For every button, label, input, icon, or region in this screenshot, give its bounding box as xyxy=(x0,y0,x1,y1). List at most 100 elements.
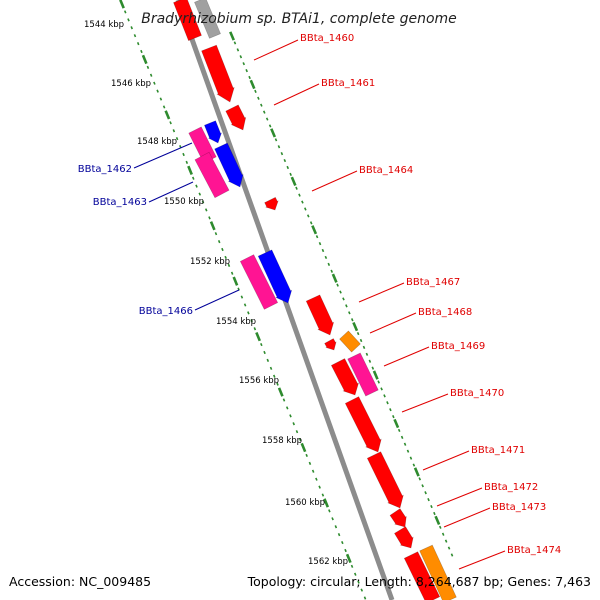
major-tick xyxy=(255,331,261,342)
minor-tick xyxy=(341,540,344,545)
minor-tick xyxy=(242,62,246,66)
minor-tick xyxy=(337,533,341,537)
gene-blue-a xyxy=(204,120,222,144)
minor-tick xyxy=(298,193,301,197)
minor-tick xyxy=(201,200,205,204)
minor-tick xyxy=(289,172,292,177)
minor-tick xyxy=(295,186,298,190)
minor-tick xyxy=(418,477,422,481)
minor-tick xyxy=(276,382,279,386)
major-tick xyxy=(345,553,352,564)
gene-blue-b xyxy=(257,249,293,304)
gene-label-bbta-1463: BBta_1463 xyxy=(93,197,147,208)
minor-tick xyxy=(221,247,224,252)
minor-tick xyxy=(266,358,270,362)
label-leader-line xyxy=(273,83,320,106)
minor-tick xyxy=(397,428,401,433)
minor-tick xyxy=(403,442,407,446)
minor-tick xyxy=(450,553,454,557)
gene-bbta-1472 xyxy=(366,451,404,509)
minor-tick xyxy=(239,55,243,59)
major-tick xyxy=(209,221,216,231)
major-tick xyxy=(141,54,148,65)
minor-tick xyxy=(362,345,366,350)
gene-label-bbta-1471: BBta_1471 xyxy=(471,445,525,456)
gene-bbta-1462 xyxy=(214,142,244,188)
minor-tick xyxy=(308,461,312,465)
gene-label-bbta-1473: BBta_1473 xyxy=(492,502,546,513)
minor-tick xyxy=(328,509,331,513)
minor-tick xyxy=(230,271,234,275)
minor-tick xyxy=(389,408,392,412)
label-leader-line xyxy=(358,282,405,303)
major-tick xyxy=(372,370,379,380)
major-tick xyxy=(311,225,318,235)
minor-tick xyxy=(227,263,231,267)
minor-tick xyxy=(136,42,140,46)
label-leader-line xyxy=(443,507,491,528)
gene-label-bbta-1474: BBta_1474 xyxy=(507,545,561,556)
minor-tick xyxy=(348,311,351,315)
minor-tick xyxy=(260,342,263,347)
major-tick xyxy=(413,467,420,477)
major-tick xyxy=(277,387,284,397)
gene-bbta-1463 xyxy=(194,151,230,199)
genome-title: Bradyrhizobium sp. BTAi1, complete genom… xyxy=(141,11,457,27)
minor-tick xyxy=(268,124,272,128)
minor-tick xyxy=(336,283,339,287)
minor-tick xyxy=(321,248,325,253)
minor-tick xyxy=(262,110,266,114)
minor-tick xyxy=(334,525,338,529)
minor-tick xyxy=(360,588,364,592)
gene-label-bbta-1470: BBta_1470 xyxy=(450,388,504,399)
major-tick xyxy=(119,0,125,9)
minor-tick xyxy=(198,192,202,196)
minor-tick xyxy=(185,160,189,164)
kbp-tick-label: 1548 kbp xyxy=(137,137,177,147)
minor-tick xyxy=(331,517,334,521)
kbp-tick-label: 1562 kbp xyxy=(308,557,348,567)
minor-tick xyxy=(295,430,299,434)
label-leader-line xyxy=(369,312,417,334)
minor-tick xyxy=(283,158,287,163)
genome-summary-text: Topology: circular; Length: 8,264,687 bp… xyxy=(247,574,591,589)
inner-tick-ring xyxy=(119,0,367,600)
gene-bbta-1474 xyxy=(403,551,441,600)
major-tick xyxy=(164,110,171,120)
minor-tick xyxy=(409,456,413,460)
minor-tick xyxy=(149,73,153,77)
minor-tick xyxy=(269,366,273,370)
minor-tick xyxy=(159,97,163,101)
minor-tick xyxy=(365,352,369,356)
gene-label-bbta-1467: BBta_1467 xyxy=(406,277,460,288)
minor-tick xyxy=(260,103,263,107)
gene-label-bbta-1469: BBta_1469 xyxy=(431,341,485,352)
minor-tick xyxy=(248,75,251,80)
minor-tick xyxy=(182,152,185,157)
minor-tick xyxy=(357,580,360,584)
major-tick xyxy=(187,165,193,175)
minor-tick xyxy=(257,96,260,100)
gene-label-bbta-1466: BBta_1466 xyxy=(139,306,193,317)
kbp-tick-label: 1544 kbp xyxy=(84,20,124,30)
gene-red-c xyxy=(394,526,414,549)
gene-bbta-1469 xyxy=(347,352,379,397)
label-leader-line xyxy=(194,289,240,311)
minor-tick xyxy=(371,366,375,370)
minor-tick xyxy=(304,207,307,211)
gene-labels: BBta_1460 BBta_1461 BBta_1462 BBta_1463 BBta… xyxy=(78,33,561,556)
minor-tick xyxy=(363,596,367,600)
minor-tick xyxy=(175,137,179,141)
minor-tick xyxy=(327,262,331,266)
minor-tick xyxy=(127,18,130,22)
kbp-tick-label: 1552 kbp xyxy=(190,257,230,267)
major-tick xyxy=(434,515,441,526)
kbp-tick-label: 1560 kbp xyxy=(285,498,325,508)
minor-tick xyxy=(359,338,363,343)
minor-tick xyxy=(433,511,436,516)
minor-tick xyxy=(133,34,137,38)
major-tick xyxy=(249,79,256,90)
minor-tick xyxy=(306,214,310,218)
major-tick xyxy=(352,321,359,332)
minor-tick xyxy=(240,295,244,299)
